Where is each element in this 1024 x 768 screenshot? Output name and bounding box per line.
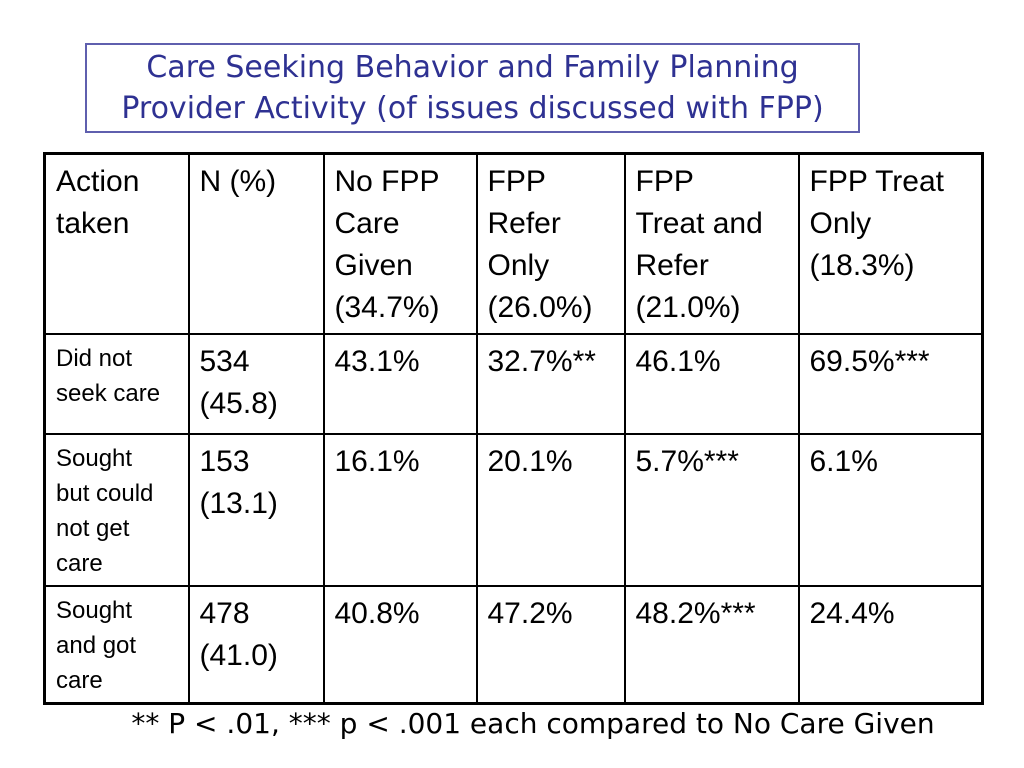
col-header-fpp-treat-and-refer: FPP Treat and Refer (21.0%): [623, 152, 800, 335]
significance-footnote: ** P < .01, *** p < .001 each compared t…: [131, 707, 935, 740]
col-header-fpp-treat-only: FPP Treat Only (18.3%): [797, 152, 984, 335]
table-row-sought-and-got-care: Sought and got care 478 (41.0) 40.8% 47.…: [43, 585, 984, 705]
value-cell: 47.2%: [475, 585, 626, 705]
n-cell: 153 (13.1): [187, 433, 325, 587]
n-cell: 478 (41.0): [187, 585, 325, 705]
value-cell: 6.1%: [797, 433, 984, 587]
value-cell: 32.7%**: [475, 333, 626, 435]
col-header-n-pct: N (%): [187, 152, 325, 335]
col-header-fpp-refer-only: FPP Refer Only (26.0%): [475, 152, 626, 335]
row-label: Sought but could not get care: [43, 433, 190, 587]
value-cell: 24.4%: [797, 585, 984, 705]
title-box: Care Seeking Behavior and Family Plannin…: [85, 43, 860, 133]
col-header-no-fpp-care-given: No FPP Care Given (34.7%): [322, 152, 478, 335]
table-row-sought-but-could-not-get-care: Sought but could not get care 153 (13.1)…: [43, 433, 984, 587]
slide-title: Care Seeking Behavior and Family Plannin…: [121, 50, 824, 126]
value-cell: 16.1%: [322, 433, 478, 587]
value-cell: 69.5%***: [797, 333, 984, 435]
value-cell: 46.1%: [623, 333, 800, 435]
value-cell: 43.1%: [322, 333, 478, 435]
table-row-did-not-seek-care: Did not seek care 534 (45.8) 43.1% 32.7%…: [43, 333, 984, 435]
care-seeking-table: Action taken N (%) No FPP Care Given (34…: [43, 152, 984, 705]
row-label: Did not seek care: [43, 333, 190, 435]
col-header-action-taken: Action taken: [43, 152, 190, 335]
value-cell: 20.1%: [475, 433, 626, 587]
n-cell: 534 (45.8): [187, 333, 325, 435]
value-cell: 48.2%***: [623, 585, 800, 705]
row-label: Sought and got care: [43, 585, 190, 705]
table-header-row: Action taken N (%) No FPP Care Given (34…: [43, 152, 984, 335]
value-cell: 5.7%***: [623, 433, 800, 587]
value-cell: 40.8%: [322, 585, 478, 705]
